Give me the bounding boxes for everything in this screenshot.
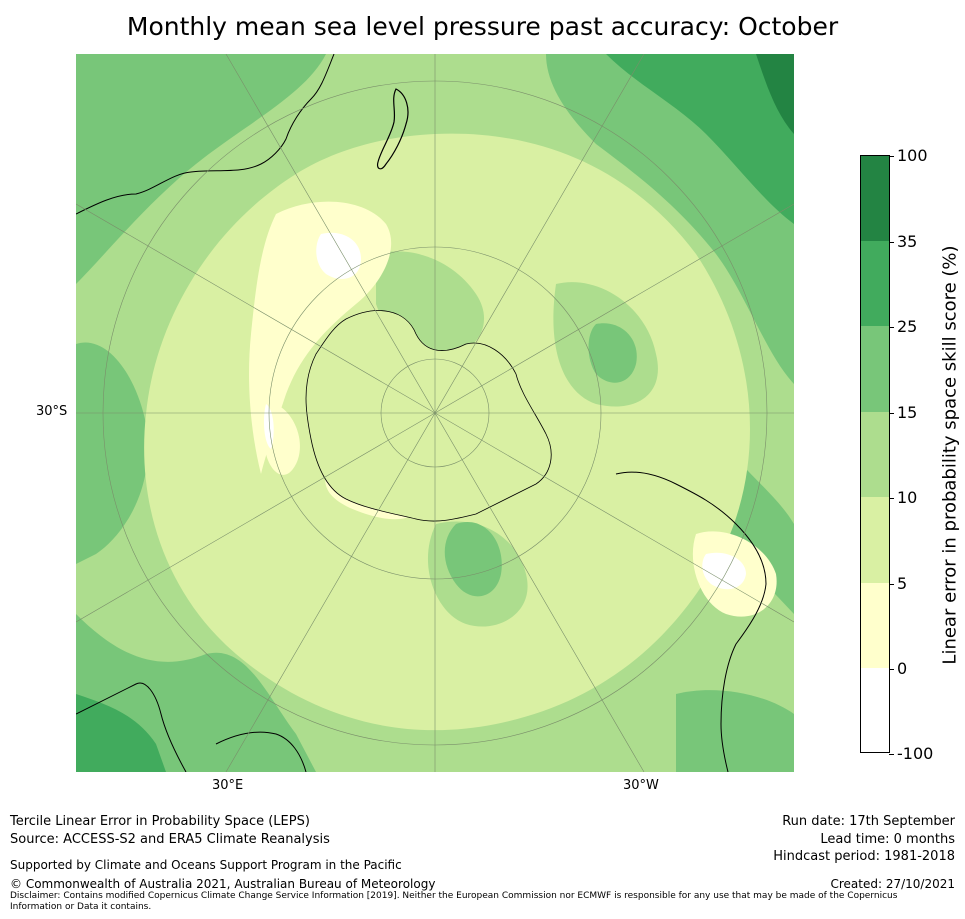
colorbar-bin-5-10 bbox=[861, 497, 889, 583]
lon-label-30e: 30°E bbox=[212, 778, 244, 793]
colorbar-tick: 10 bbox=[888, 488, 917, 507]
region-mid-green-se bbox=[676, 690, 794, 772]
lon-label-30w: 30°W bbox=[623, 778, 659, 793]
region-white-nw bbox=[316, 232, 361, 279]
footer-method: Tercile Linear Error in Probability Spac… bbox=[10, 814, 310, 829]
coastline-australia bbox=[76, 54, 335, 215]
region-white-se bbox=[702, 552, 746, 590]
colorbar-label: Linear error in probability space skill … bbox=[939, 245, 961, 665]
antarctica bbox=[305, 310, 552, 522]
region-green-sw bbox=[76, 694, 166, 772]
hindcast-period: Hindcast period: 1981-2018 bbox=[773, 849, 955, 864]
footer-source: Source: ACCESS-S2 and ERA5 Climate Reana… bbox=[10, 832, 330, 847]
page-title: Monthly mean sea level pressure past acc… bbox=[126, 12, 839, 41]
colorbar-tick: 15 bbox=[888, 403, 917, 422]
lead-time: Lead time: 0 months bbox=[820, 832, 955, 847]
run-date: Run date: 17th September bbox=[782, 814, 955, 829]
region-pale-yellow-w bbox=[266, 404, 300, 475]
coastline-new-zealand bbox=[376, 88, 409, 170]
footer-support: Supported by Climate and Oceans Support … bbox=[10, 858, 402, 872]
region-mid-green-nw bbox=[76, 54, 326, 284]
region-mid-green-e2 bbox=[588, 323, 637, 383]
coastline-africa bbox=[76, 682, 187, 772]
colorbar bbox=[860, 155, 890, 753]
coastline-south-america bbox=[615, 471, 767, 772]
created-date: Created: 27/10/2021 bbox=[830, 877, 955, 891]
colorbar-bin-0-5 bbox=[861, 583, 889, 668]
polar-map[interactable] bbox=[76, 54, 794, 772]
colorbar-tick: -100 bbox=[888, 744, 933, 763]
colorbar-tick: 35 bbox=[888, 232, 917, 251]
region-dark-green-ne bbox=[756, 54, 794, 134]
lat-label-30s: 30°S bbox=[36, 404, 68, 419]
colorbar-bin-15-25 bbox=[861, 326, 889, 412]
colorbar-bin-35-100 bbox=[861, 156, 889, 241]
region-mid-green-center-s bbox=[444, 522, 502, 597]
colorbar-bin-10-15 bbox=[861, 412, 889, 497]
colorbar-tick: 0 bbox=[888, 659, 907, 678]
footer-copyright: © Commonwealth of Australia 2021, Austra… bbox=[10, 877, 436, 891]
map-canvas bbox=[76, 54, 794, 772]
region-white-w bbox=[263, 404, 274, 449]
colorbar-tick: 100 bbox=[889, 146, 928, 165]
region-mid-green-w bbox=[76, 342, 148, 564]
colorbar-bin-neg100-0 bbox=[861, 668, 889, 752]
coastline-africa-east bbox=[215, 731, 307, 772]
colorbar-tick: 25 bbox=[888, 317, 917, 336]
footer-disclaimer: Disclaimer: Contains modified Copernicus… bbox=[10, 891, 898, 912]
region-green-ne bbox=[606, 54, 794, 224]
colorbar-tick: 5 bbox=[888, 574, 907, 593]
colorbar-bin-25-35 bbox=[861, 241, 889, 326]
graticule bbox=[76, 54, 794, 772]
